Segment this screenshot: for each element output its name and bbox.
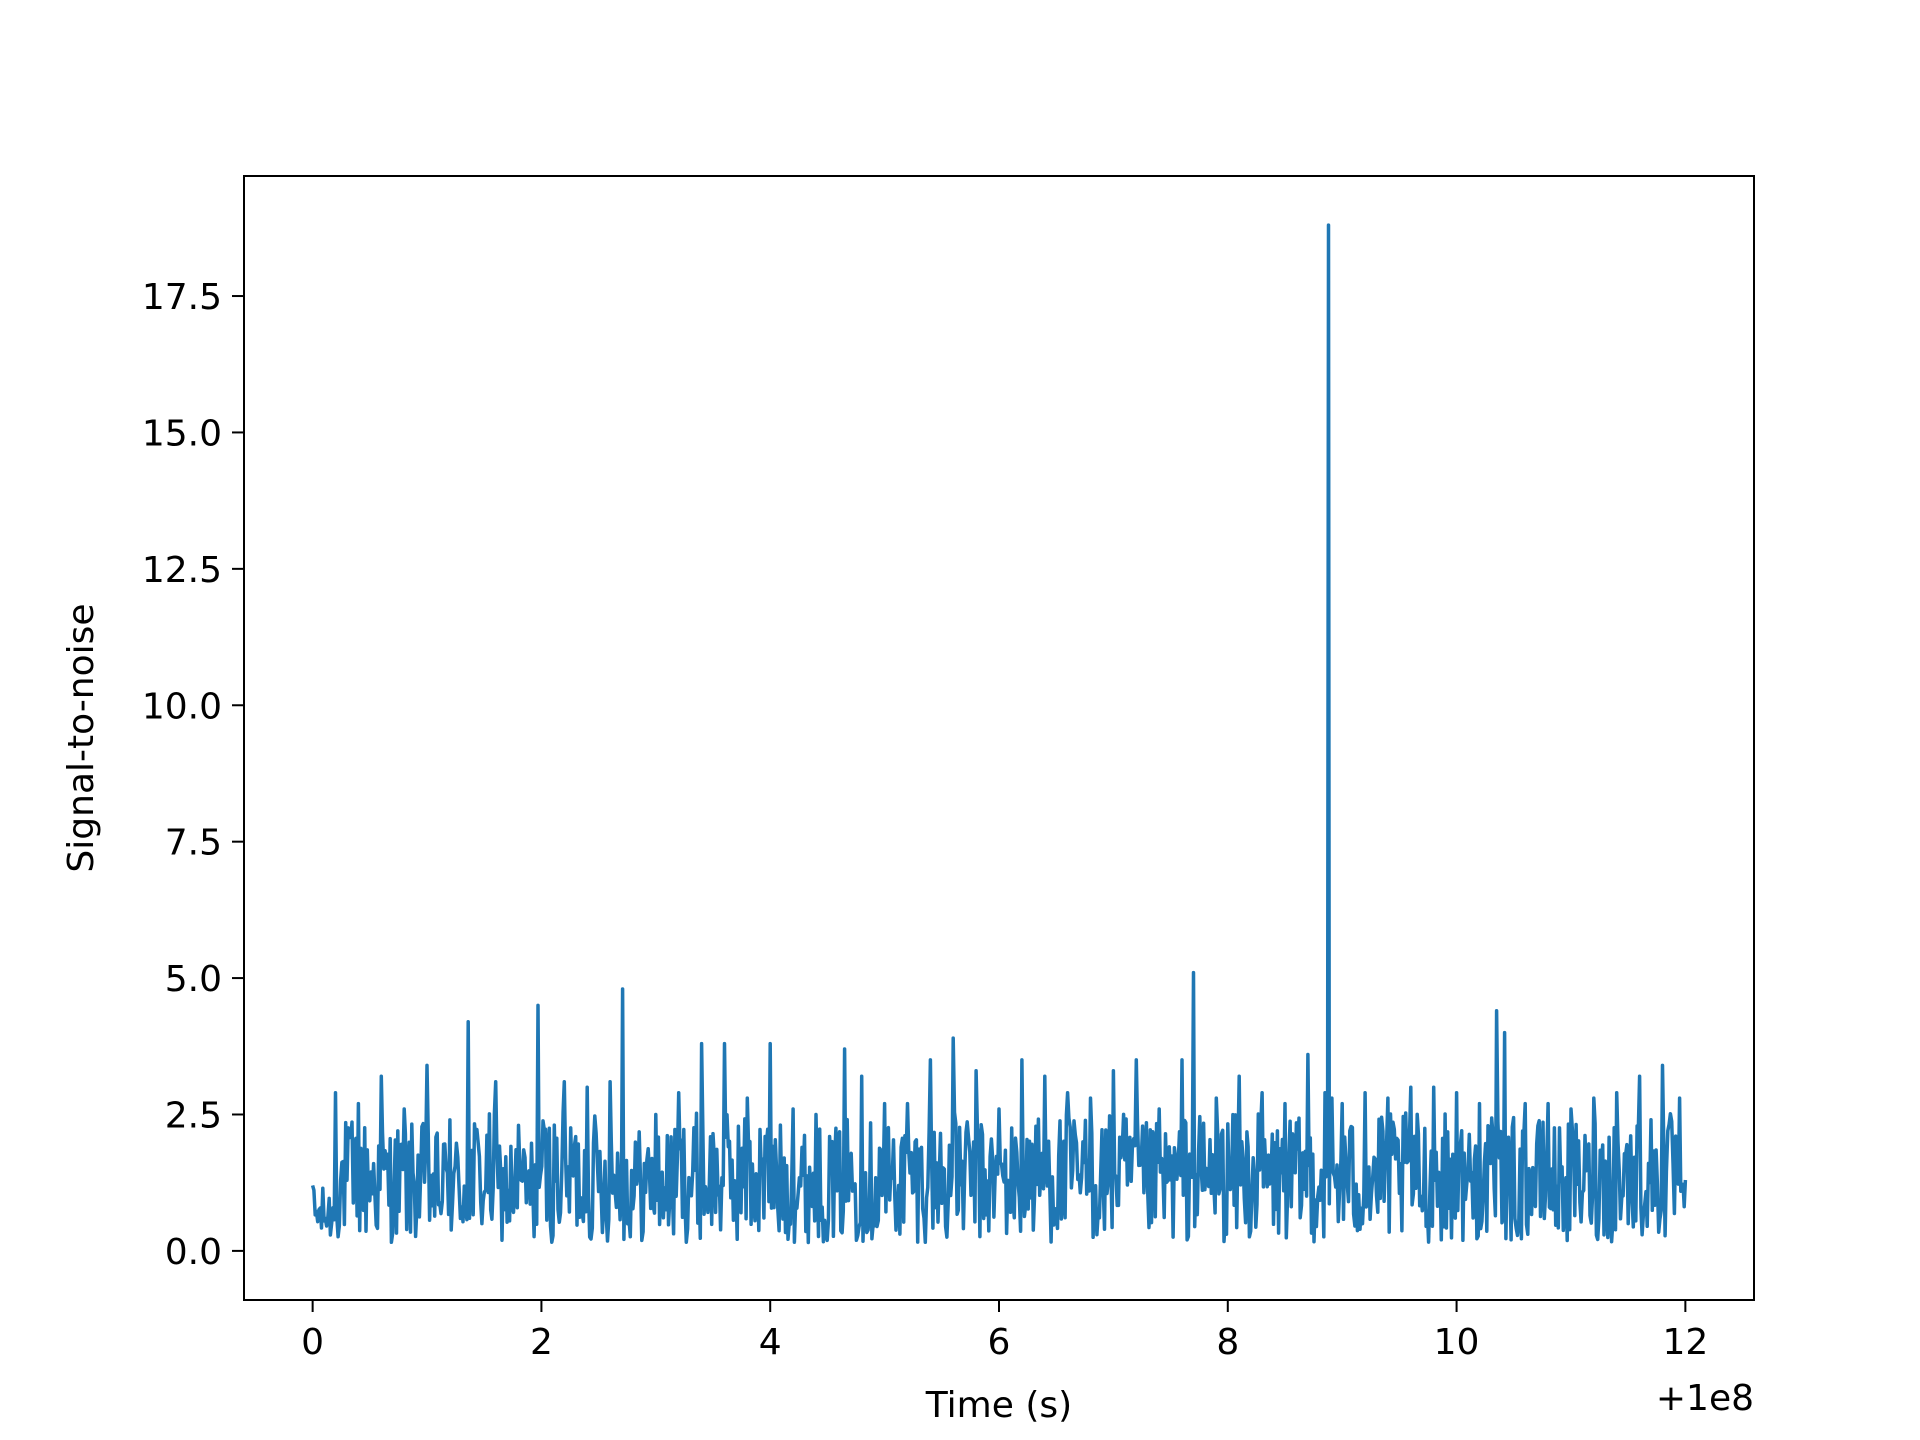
series-layer bbox=[310, 223, 1688, 1245]
y-axis-title: Signal-to-noise bbox=[61, 603, 102, 872]
x-axis-offset-label: +1e8 bbox=[1656, 1378, 1754, 1419]
y-tick-label: 10.0 bbox=[142, 686, 222, 727]
x-axis: 0 2 4 6 8 10 12 bbox=[301, 1300, 1708, 1363]
x-tick-label: 2 bbox=[530, 1322, 553, 1363]
y-tick-label: 17.5 bbox=[142, 277, 222, 318]
x-tick-label: 8 bbox=[1216, 1322, 1239, 1363]
y-tick-label: 2.5 bbox=[165, 1095, 222, 1136]
x-tick-label: 0 bbox=[301, 1322, 324, 1363]
y-tick-label: 5.0 bbox=[165, 959, 222, 1000]
y-tick-label: 0.0 bbox=[165, 1232, 222, 1273]
x-tick-label: 12 bbox=[1662, 1322, 1708, 1363]
x-axis-title: Time (s) bbox=[925, 1385, 1072, 1426]
snr-series-line bbox=[310, 223, 1688, 1245]
x-tick-label: 4 bbox=[759, 1322, 782, 1363]
x-tick-label: 6 bbox=[988, 1322, 1011, 1363]
y-tick-label: 15.0 bbox=[142, 413, 222, 454]
y-axis: 0.0 2.5 5.0 7.5 10.0 12.5 15.0 17.5 bbox=[142, 277, 244, 1273]
x-tick-label: 10 bbox=[1434, 1322, 1480, 1363]
y-tick-label: 12.5 bbox=[142, 550, 222, 591]
y-tick-label: 7.5 bbox=[165, 823, 222, 864]
